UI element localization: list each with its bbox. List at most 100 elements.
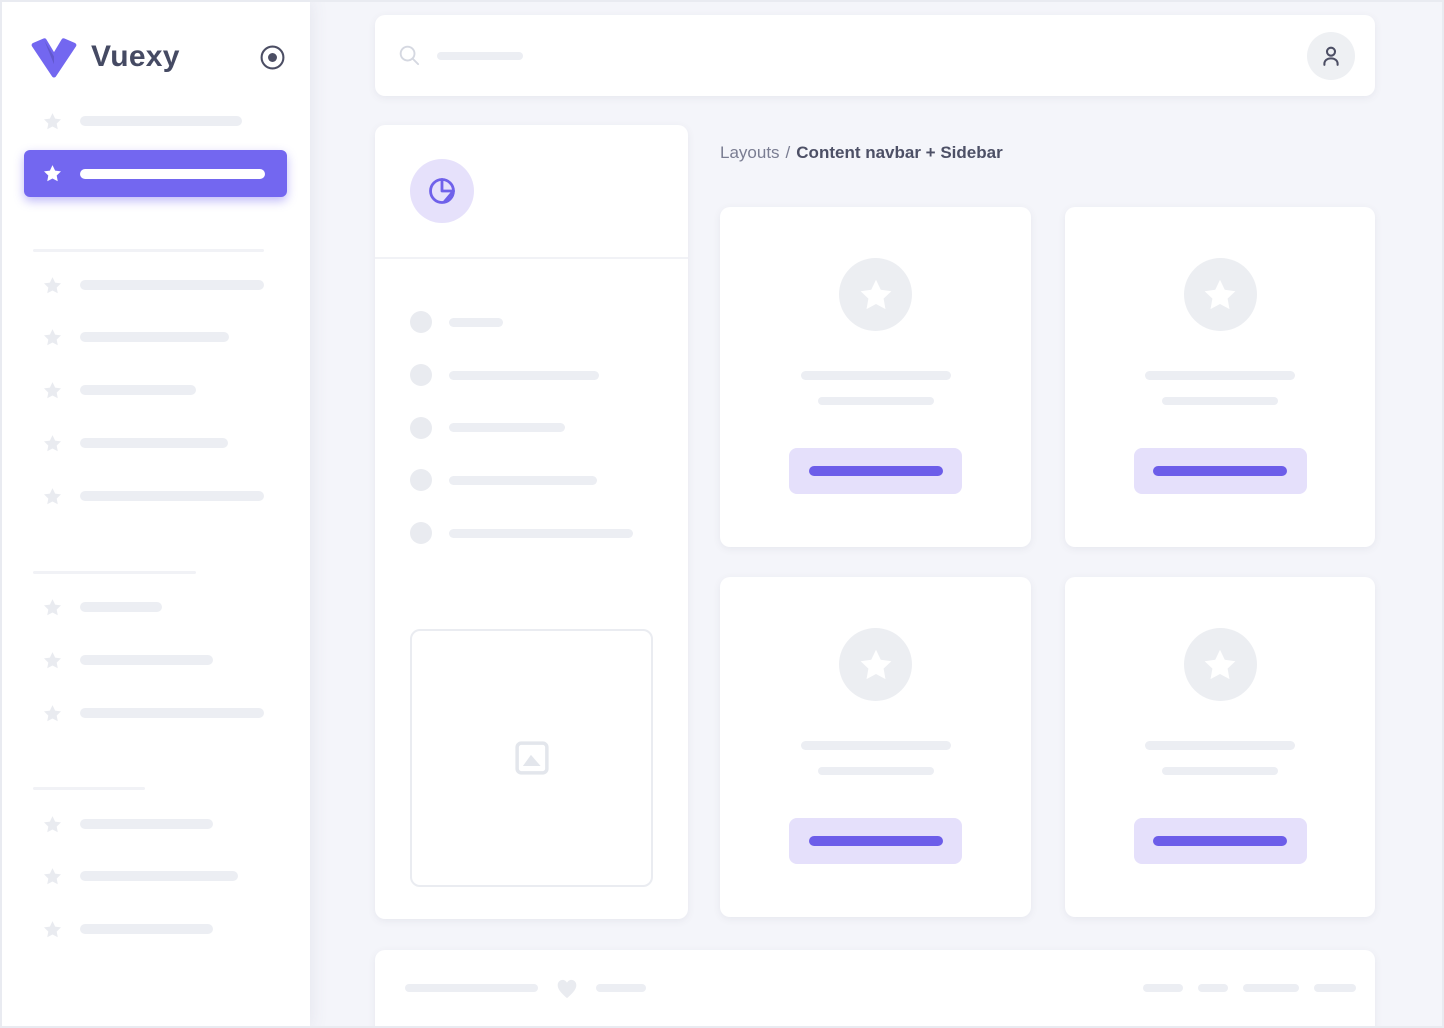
- star-icon: [1204, 649, 1236, 679]
- menu-item-label-bar: [80, 491, 264, 501]
- star-icon: [1204, 279, 1236, 309]
- sidebar-header: Vuexy: [30, 32, 286, 82]
- card-skeleton-bar: [1162, 397, 1278, 405]
- user-avatar[interactable]: [1307, 31, 1355, 80]
- star-icon: [44, 112, 61, 129]
- star-icon: [44, 598, 61, 615]
- card-grid: [720, 207, 1375, 917]
- star-icon: [44, 651, 61, 668]
- sidebar-item[interactable]: [42, 432, 228, 454]
- sidebar-item[interactable]: [42, 813, 213, 835]
- footer-link-bar: [1143, 984, 1183, 992]
- feature-card: [720, 207, 1031, 547]
- sidebar-item[interactable]: [42, 649, 213, 671]
- button-label-bar: [808, 466, 943, 476]
- sidebar-item[interactable]: [42, 865, 238, 887]
- detail-card-header: [375, 125, 688, 259]
- image-placeholder: [410, 629, 653, 888]
- card-skeleton-bar: [817, 767, 934, 775]
- footer-inner: [375, 950, 1375, 1026]
- breadcrumb: Layouts / Content navbar + Sidebar: [720, 143, 1003, 163]
- card-action-button[interactable]: [1133, 818, 1307, 864]
- list-item: [375, 454, 688, 507]
- feature-card: [720, 577, 1031, 917]
- favorite-heart[interactable]: [554, 975, 580, 1001]
- star-badge: [839, 628, 912, 701]
- sidebar-item[interactable]: [42, 596, 162, 618]
- button-label-bar: [1153, 466, 1287, 476]
- vuexy-logo-icon: [31, 38, 77, 78]
- menu-section-divider: [33, 248, 264, 252]
- feature-card: [1065, 207, 1375, 547]
- menu-item-label-bar: [80, 385, 196, 395]
- card-action-button[interactable]: [789, 448, 962, 494]
- footer-link-bar: [1243, 984, 1299, 992]
- footer-card: [375, 950, 1375, 1028]
- footer-skeleton-bar: [405, 984, 538, 992]
- sidebar-item[interactable]: [42, 485, 264, 507]
- search-bar[interactable]: [398, 44, 1307, 67]
- list-item: [375, 349, 688, 402]
- star-icon: [44, 165, 61, 182]
- star-icon: [860, 649, 891, 679]
- brand-name: Vuexy: [91, 40, 180, 73]
- button-label-bar: [1153, 836, 1287, 846]
- card-action-button[interactable]: [789, 818, 962, 864]
- detail-card: [375, 125, 688, 919]
- image-icon: [514, 741, 549, 776]
- detail-list: [375, 296, 688, 559]
- bullet-circle: [410, 364, 432, 387]
- card-skeleton-bar: [1145, 371, 1295, 380]
- card-skeleton-bar: [1162, 767, 1278, 775]
- top-navbar: [375, 15, 1375, 96]
- menu-item-label-bar: [80, 280, 264, 290]
- sidebar-item[interactable]: [42, 274, 264, 296]
- menu-item-label-bar: [80, 924, 213, 934]
- list-skeleton-bar: [449, 317, 503, 327]
- menu-item-label-bar: [80, 332, 229, 342]
- brand[interactable]: Vuexy: [30, 36, 180, 78]
- sidebar-pin-toggle[interactable]: [259, 44, 286, 71]
- sidebar-item-active[interactable]: [24, 150, 287, 197]
- breadcrumb-separator: /: [785, 143, 791, 162]
- menu-section-divider: [33, 786, 145, 790]
- star-icon: [44, 434, 61, 451]
- footer-links: [1128, 984, 1356, 992]
- list-item: [375, 507, 688, 560]
- star-icon: [860, 279, 891, 309]
- sidebar-item[interactable]: [42, 918, 213, 940]
- star-icon: [44, 920, 61, 937]
- pie-chart-icon: [429, 178, 455, 204]
- card-action-button[interactable]: [1133, 448, 1307, 494]
- list-skeleton-bar: [449, 370, 599, 380]
- bullet-circle: [410, 416, 432, 439]
- menu-section-divider: [33, 570, 196, 574]
- star-icon: [44, 381, 61, 398]
- footer-link-bar: [1314, 984, 1356, 992]
- breadcrumb-parent[interactable]: Layouts: [720, 143, 780, 162]
- footer-skeleton-bar: [596, 984, 646, 992]
- card-skeleton-bar: [800, 371, 951, 380]
- breadcrumb-current: Content navbar + Sidebar: [796, 143, 1003, 162]
- menu-item-label-bar: [80, 116, 242, 126]
- heart-icon: [557, 979, 577, 999]
- star-icon: [44, 328, 61, 345]
- sidebar-item[interactable]: [42, 702, 264, 724]
- sidebar-item[interactable]: [42, 326, 229, 348]
- person-icon: [1323, 46, 1339, 66]
- menu-item-label-bar: [80, 708, 264, 718]
- bullet-circle: [410, 469, 432, 492]
- search-icon: [399, 45, 420, 66]
- menu-item-label-bar: [80, 438, 228, 448]
- list-item: [375, 296, 688, 349]
- menu-item-label-bar: [80, 819, 213, 829]
- star-icon: [44, 867, 61, 884]
- bullet-circle: [410, 311, 432, 334]
- star-badge: [1183, 628, 1257, 701]
- sidebar-item[interactable]: [42, 379, 196, 401]
- button-label-bar: [808, 836, 943, 846]
- menu-item-label-bar: [80, 655, 213, 665]
- sidebar-item[interactable]: [42, 110, 242, 132]
- list-skeleton-bar: [449, 528, 633, 538]
